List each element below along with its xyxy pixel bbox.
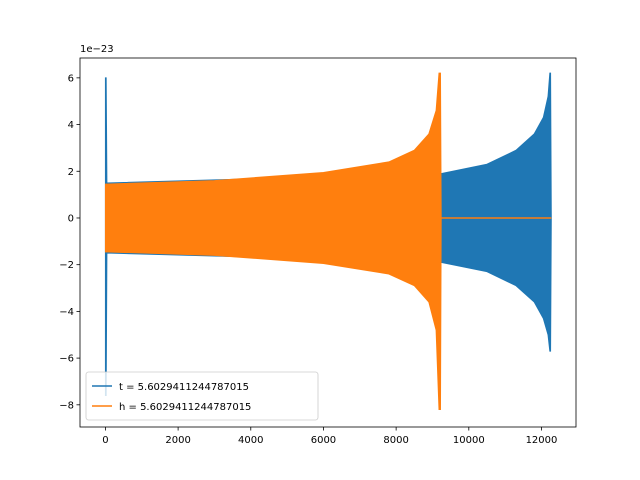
x-tick-label: 10000 (453, 435, 485, 446)
y-tick-label: 4 (68, 120, 74, 131)
x-tick-label: 4000 (238, 435, 263, 446)
y-tick-label: −2 (59, 260, 74, 271)
x-tick-label: 6000 (311, 435, 336, 446)
series-2-waveform (104, 72, 442, 410)
x-tick-label: 8000 (383, 435, 408, 446)
y-tick-label: 2 (68, 167, 74, 178)
y-tick-label: −6 (59, 354, 74, 365)
x-tick-label: 12000 (526, 435, 558, 446)
y-tick-label: −8 (59, 400, 74, 411)
x-tick-label: 2000 (165, 435, 190, 446)
y-offset-label: 1e−23 (80, 44, 114, 55)
legend-box (85, 371, 319, 421)
legend-label: t = 5.6029411244787015 (119, 382, 249, 393)
y-tick-label: 0 (68, 213, 74, 224)
x-tick-label: 0 (102, 435, 108, 446)
plot-frame (79, 57, 577, 428)
y-tick-label: 6 (68, 73, 74, 84)
legend-label: h = 5.6029411244787015 (119, 402, 251, 413)
y-tick-label: −4 (59, 307, 74, 318)
